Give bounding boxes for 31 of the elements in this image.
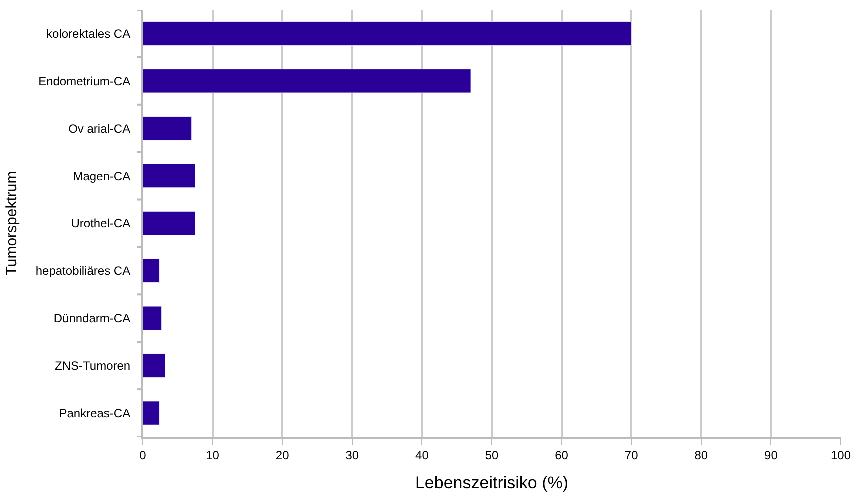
y-axis-title: Tumorspektrum: [4, 171, 21, 276]
x-tick-label: 40: [416, 448, 430, 462]
x-axis-title: Lebenszeitrisiko (%): [415, 473, 569, 492]
x-tick-label: 0: [140, 448, 147, 462]
x-tick-label: 60: [555, 448, 569, 462]
x-tick-label: 50: [485, 448, 499, 462]
y-tick-label: Ov arial-CA: [68, 122, 131, 136]
x-tick-label: 80: [694, 448, 708, 462]
bar: [143, 116, 192, 141]
x-tick-label: 70: [624, 448, 639, 462]
bar: [143, 22, 632, 46]
x-tick-label: 100: [830, 448, 852, 462]
y-tick-label: Pankreas-CA: [59, 406, 131, 420]
bar: [143, 401, 160, 426]
x-tick-label: 30: [346, 448, 360, 462]
y-tick-label: Dünndarm-CA: [54, 312, 131, 326]
bar: [143, 69, 472, 94]
y-tick-label: Endometrium-CA: [38, 74, 131, 88]
y-tick-label: ZNS-Tumoren: [55, 359, 131, 374]
bar: [143, 211, 196, 236]
bar: [143, 258, 160, 284]
y-tick-label: kolorektales CA: [46, 26, 131, 41]
x-tick-label: 10: [206, 448, 220, 462]
bar: [143, 164, 196, 188]
y-tick-label: Urothel-CA: [71, 216, 131, 231]
bar: [143, 306, 162, 330]
y-tick-label: Magen-CA: [73, 169, 131, 184]
x-tick-label: 90: [764, 448, 778, 462]
bar: [143, 354, 166, 378]
y-tick-label: hepatobiliäres CA: [36, 264, 131, 278]
x-tick-label: 20: [276, 448, 290, 462]
